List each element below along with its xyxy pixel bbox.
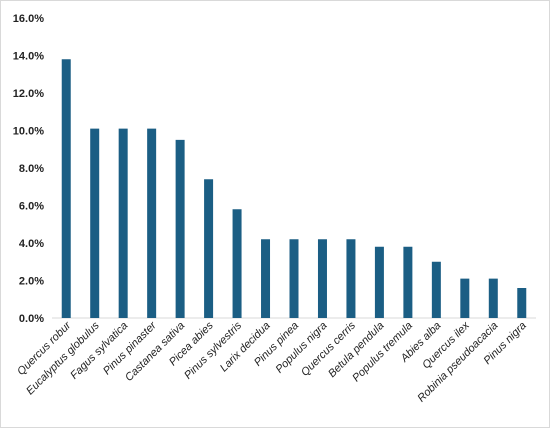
bar bbox=[374, 246, 384, 318]
y-tick-label: 0.0% bbox=[19, 313, 44, 325]
bar bbox=[488, 278, 498, 318]
y-axis-ticks: 0.0% 2.0% 4.0% 6.0% 8.0% 10.0% 12.0% 14.0% 16.0% bbox=[13, 13, 44, 325]
bar bbox=[431, 261, 441, 318]
y-tick-label: 12.0% bbox=[13, 88, 44, 100]
bar bbox=[261, 239, 271, 318]
y-tick-label: 6.0% bbox=[19, 201, 44, 213]
bar bbox=[90, 128, 100, 318]
y-tick-label: 4.0% bbox=[19, 238, 44, 250]
bar bbox=[460, 278, 470, 318]
bar bbox=[61, 59, 71, 318]
y-tick-label: 16.0% bbox=[13, 13, 44, 25]
bar bbox=[517, 288, 527, 318]
bar bbox=[147, 128, 157, 318]
bar bbox=[118, 128, 128, 318]
bars bbox=[61, 59, 527, 318]
bar bbox=[289, 239, 299, 318]
bar bbox=[232, 209, 242, 318]
y-tick-label: 2.0% bbox=[19, 276, 44, 288]
bar bbox=[175, 139, 185, 318]
y-tick-label: 14.0% bbox=[13, 51, 44, 63]
bar bbox=[403, 246, 413, 318]
bar bbox=[346, 239, 356, 318]
y-tick-label: 8.0% bbox=[19, 163, 44, 175]
bar bbox=[317, 239, 327, 318]
bar bbox=[204, 179, 214, 318]
y-tick-label: 10.0% bbox=[13, 126, 44, 138]
